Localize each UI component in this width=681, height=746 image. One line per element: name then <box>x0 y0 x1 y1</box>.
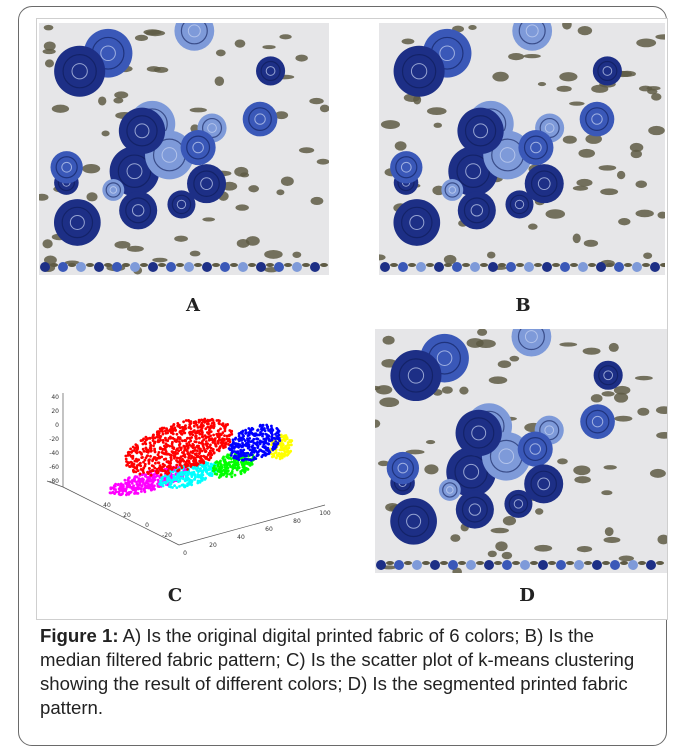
x-tick-label: 60 <box>265 526 273 533</box>
z-tick-label: 0 <box>55 422 59 429</box>
panel-a-label: A <box>186 295 200 316</box>
panel-d-label: D <box>519 585 535 606</box>
figure-caption: Figure 1: A) Is the original digital pri… <box>40 624 660 720</box>
y-tick-label: -20 <box>162 532 172 539</box>
caption-text: A) Is the original digital printed fabri… <box>40 625 635 718</box>
cluster-4-points <box>227 423 282 462</box>
y-tick-label: 20 <box>123 512 131 519</box>
x-tick-label: 100 <box>319 510 331 517</box>
figure-image: A B 40 20 0 -20 -40 -60 -80 40 20 0 -20 0 20 40 60 80… <box>36 18 668 620</box>
y-tick-label: 0 <box>145 522 149 529</box>
caption-label: Figure 1: <box>40 625 119 646</box>
z-tick-label: -80 <box>49 478 59 485</box>
cluster-5-points <box>124 417 234 477</box>
panel-a-fabric-image <box>39 23 329 275</box>
z-tick-label: -20 <box>49 436 59 443</box>
x-tick-label: 40 <box>237 534 245 541</box>
x-tick-label: 80 <box>293 518 301 525</box>
x-tick-label: 0 <box>183 550 187 557</box>
panel-c-label: C <box>167 585 183 606</box>
x-tick-label: 20 <box>209 542 217 549</box>
cluster-3-points <box>267 433 294 461</box>
scatter-axes <box>46 393 326 546</box>
panel-d-fabric-image <box>375 329 667 573</box>
panel-b-label: B <box>515 295 531 316</box>
z-tick-label: 20 <box>51 408 59 415</box>
z-tick-label: -60 <box>49 464 59 471</box>
z-tick-label: 40 <box>51 394 59 401</box>
panel-b-fabric-image <box>379 23 665 275</box>
z-tick-label: -40 <box>49 450 59 457</box>
panel-c-scatter-plot: 40 20 0 -20 -40 -60 -80 40 20 0 -20 0 20 40 60 80 100 <box>37 369 337 569</box>
y-tick-label: 40 <box>103 502 111 509</box>
